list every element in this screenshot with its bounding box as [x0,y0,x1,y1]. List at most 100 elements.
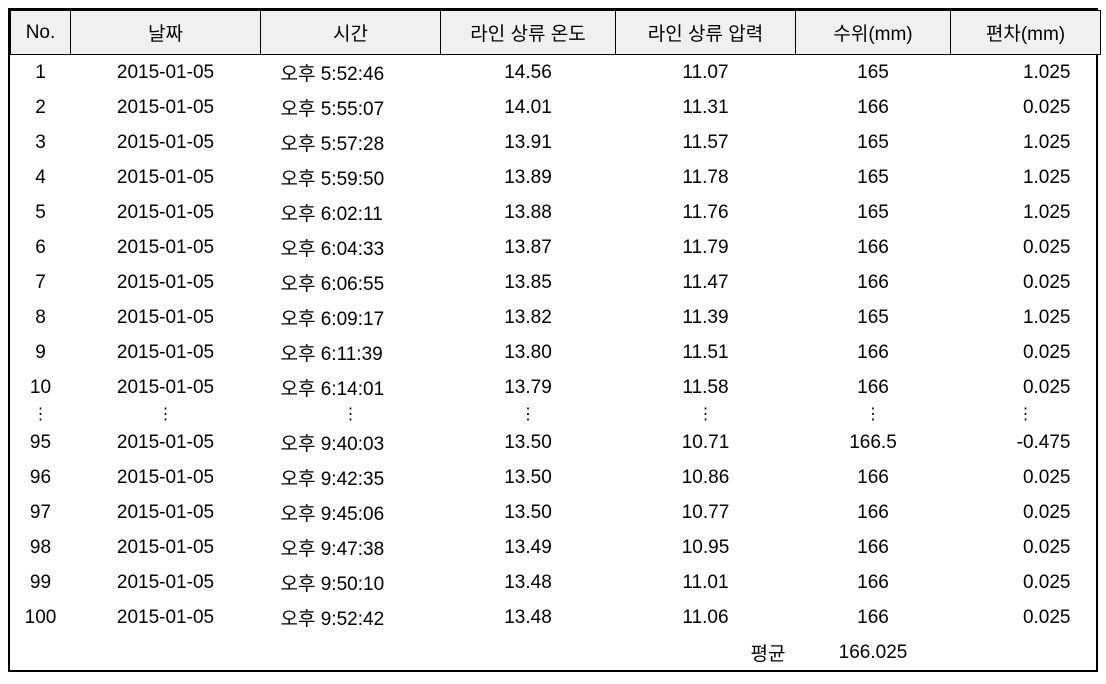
cell-no: 2 [11,90,71,125]
cell-press: 10.95 [616,530,796,565]
footer-row: 평균166.025 [11,635,1101,670]
table-header: No. 날짜 시간 라인 상류 온도 라인 상류 압력 수위(mm) 편차(mm… [11,11,1101,55]
cell-temp: 13.82 [441,300,616,335]
cell-temp: 13.88 [441,195,616,230]
cell-level: 166 [796,90,951,125]
cell-level: 165 [796,125,951,160]
cell-dev: 0.025 [951,90,1101,125]
cell-no: 7 [11,265,71,300]
cell-no: 97 [11,495,71,530]
cell-dev: 0.025 [951,460,1101,495]
cell-date: 2015-01-05 [71,565,261,600]
cell-temp: 13.50 [441,425,616,460]
cell-time: 오후 6:09:17 [261,300,441,335]
cell-dev: 1.025 [951,195,1101,230]
cell-press: 11.76 [616,195,796,230]
cell-date: 2015-01-05 [71,125,261,160]
cell-level: 166 [796,495,951,530]
cell-no: 8 [11,300,71,335]
cell-date: 2015-01-05 [71,460,261,495]
header-date: 날짜 [71,11,261,55]
cell-date: 2015-01-05 [71,335,261,370]
cell-press: 11.06 [616,600,796,635]
ellipsis-cell: ⋮ [796,405,951,425]
cell-time: 오후 9:42:35 [261,460,441,495]
footer-empty [441,635,616,670]
cell-level: 166 [796,460,951,495]
cell-dev: -0.475 [951,425,1101,460]
table-row: 102015-01-05오후 6:14:0113.7911.581660.025 [11,370,1101,405]
cell-press: 11.07 [616,55,796,91]
cell-time: 오후 9:45:06 [261,495,441,530]
ellipsis-cell: ⋮ [616,405,796,425]
cell-time: 오후 6:11:39 [261,335,441,370]
cell-no: 99 [11,565,71,600]
cell-date: 2015-01-05 [71,55,261,91]
cell-temp: 13.49 [441,530,616,565]
cell-temp: 13.89 [441,160,616,195]
cell-level: 166 [796,335,951,370]
cell-date: 2015-01-05 [71,195,261,230]
table-row: 952015-01-05오후 9:40:0313.5010.71166.5-0.… [11,425,1101,460]
cell-press: 11.01 [616,565,796,600]
table-row: 22015-01-05오후 5:55:0714.0111.311660.025 [11,90,1101,125]
cell-press: 11.47 [616,265,796,300]
table-row: 32015-01-05오후 5:57:2813.9111.571651.025 [11,125,1101,160]
cell-press: 11.31 [616,90,796,125]
cell-time: 오후 5:52:46 [261,55,441,91]
table-row: 72015-01-05오후 6:06:5513.8511.471660.025 [11,265,1101,300]
footer-empty [261,635,441,670]
measurement-table: No. 날짜 시간 라인 상류 온도 라인 상류 압력 수위(mm) 편차(mm… [10,10,1101,670]
cell-date: 2015-01-05 [71,265,261,300]
table-row: 12015-01-05오후 5:52:4614.5611.071651.025 [11,55,1101,91]
cell-press: 11.58 [616,370,796,405]
cell-no: 4 [11,160,71,195]
cell-level: 166 [796,265,951,300]
cell-press: 10.86 [616,460,796,495]
cell-dev: 1.025 [951,125,1101,160]
cell-time: 오후 5:59:50 [261,160,441,195]
cell-time: 오후 9:52:42 [261,600,441,635]
table-row: 992015-01-05오후 9:50:1013.4811.011660.025 [11,565,1101,600]
cell-temp: 13.50 [441,495,616,530]
cell-temp: 13.91 [441,125,616,160]
cell-time: 오후 6:02:11 [261,195,441,230]
table-row: 92015-01-05오후 6:11:3913.8011.511660.025 [11,335,1101,370]
table-body: 12015-01-05오후 5:52:4614.5611.071651.0252… [11,55,1101,671]
cell-dev: 1.025 [951,160,1101,195]
cell-level: 166 [796,230,951,265]
cell-temp: 14.01 [441,90,616,125]
table-row: 1002015-01-05오후 9:52:4213.4811.061660.02… [11,600,1101,635]
cell-date: 2015-01-05 [71,530,261,565]
ellipsis-cell: ⋮ [71,405,261,425]
footer-label: 평균 [616,635,796,670]
cell-no: 96 [11,460,71,495]
cell-dev: 0.025 [951,530,1101,565]
cell-level: 165 [796,195,951,230]
table-row: 42015-01-05오후 5:59:5013.8911.781651.025 [11,160,1101,195]
cell-date: 2015-01-05 [71,230,261,265]
cell-level: 166 [796,370,951,405]
cell-no: 95 [11,425,71,460]
cell-time: 오후 5:57:28 [261,125,441,160]
cell-time: 오후 9:47:38 [261,530,441,565]
cell-date: 2015-01-05 [71,90,261,125]
header-temp: 라인 상류 온도 [441,11,616,55]
table-row: 82015-01-05오후 6:09:1713.8211.391651.025 [11,300,1101,335]
ellipsis-row: ⋮⋮⋮⋮⋮⋮⋮ [11,405,1101,425]
header-press: 라인 상류 압력 [616,11,796,55]
cell-level: 165 [796,160,951,195]
cell-no: 10 [11,370,71,405]
cell-level: 166 [796,600,951,635]
table-row: 962015-01-05오후 9:42:3513.5010.861660.025 [11,460,1101,495]
ellipsis-cell: ⋮ [261,405,441,425]
header-time: 시간 [261,11,441,55]
ellipsis-cell: ⋮ [951,405,1101,425]
header-level: 수위(mm) [796,11,951,55]
cell-temp: 13.48 [441,600,616,635]
cell-date: 2015-01-05 [71,160,261,195]
cell-press: 11.57 [616,125,796,160]
cell-level: 166 [796,565,951,600]
cell-press: 11.78 [616,160,796,195]
footer-empty [71,635,261,670]
